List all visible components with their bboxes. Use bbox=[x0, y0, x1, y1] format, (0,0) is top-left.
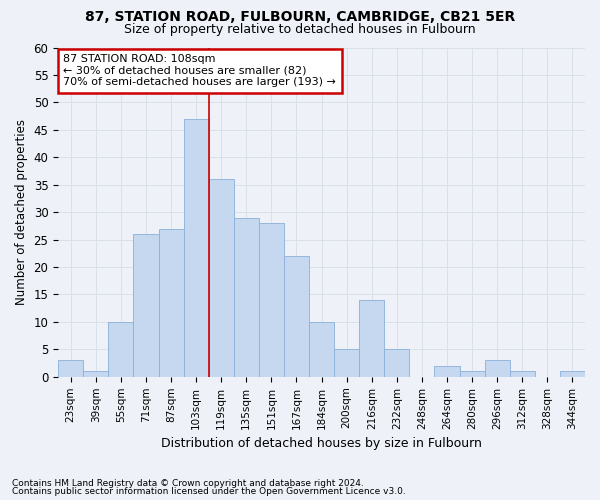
Bar bbox=[234, 218, 259, 377]
Bar bbox=[158, 228, 184, 377]
Y-axis label: Number of detached properties: Number of detached properties bbox=[15, 119, 28, 305]
Bar bbox=[334, 350, 359, 377]
Bar bbox=[384, 350, 409, 377]
Bar bbox=[184, 119, 209, 377]
Bar bbox=[58, 360, 83, 377]
Text: Contains public sector information licensed under the Open Government Licence v3: Contains public sector information licen… bbox=[12, 487, 406, 496]
Bar bbox=[133, 234, 158, 377]
Bar bbox=[434, 366, 460, 377]
Bar bbox=[309, 322, 334, 377]
Text: 87, STATION ROAD, FULBOURN, CAMBRIDGE, CB21 5ER: 87, STATION ROAD, FULBOURN, CAMBRIDGE, C… bbox=[85, 10, 515, 24]
Bar bbox=[109, 322, 133, 377]
Bar bbox=[209, 179, 234, 377]
Bar bbox=[83, 372, 109, 377]
Bar bbox=[359, 300, 384, 377]
Bar bbox=[485, 360, 510, 377]
Bar bbox=[560, 372, 585, 377]
Bar bbox=[460, 372, 485, 377]
Bar bbox=[284, 256, 309, 377]
Bar bbox=[510, 372, 535, 377]
Bar bbox=[259, 223, 284, 377]
Text: 87 STATION ROAD: 108sqm
← 30% of detached houses are smaller (82)
70% of semi-de: 87 STATION ROAD: 108sqm ← 30% of detache… bbox=[64, 54, 336, 88]
Text: Contains HM Land Registry data © Crown copyright and database right 2024.: Contains HM Land Registry data © Crown c… bbox=[12, 478, 364, 488]
Text: Size of property relative to detached houses in Fulbourn: Size of property relative to detached ho… bbox=[124, 22, 476, 36]
X-axis label: Distribution of detached houses by size in Fulbourn: Distribution of detached houses by size … bbox=[161, 437, 482, 450]
